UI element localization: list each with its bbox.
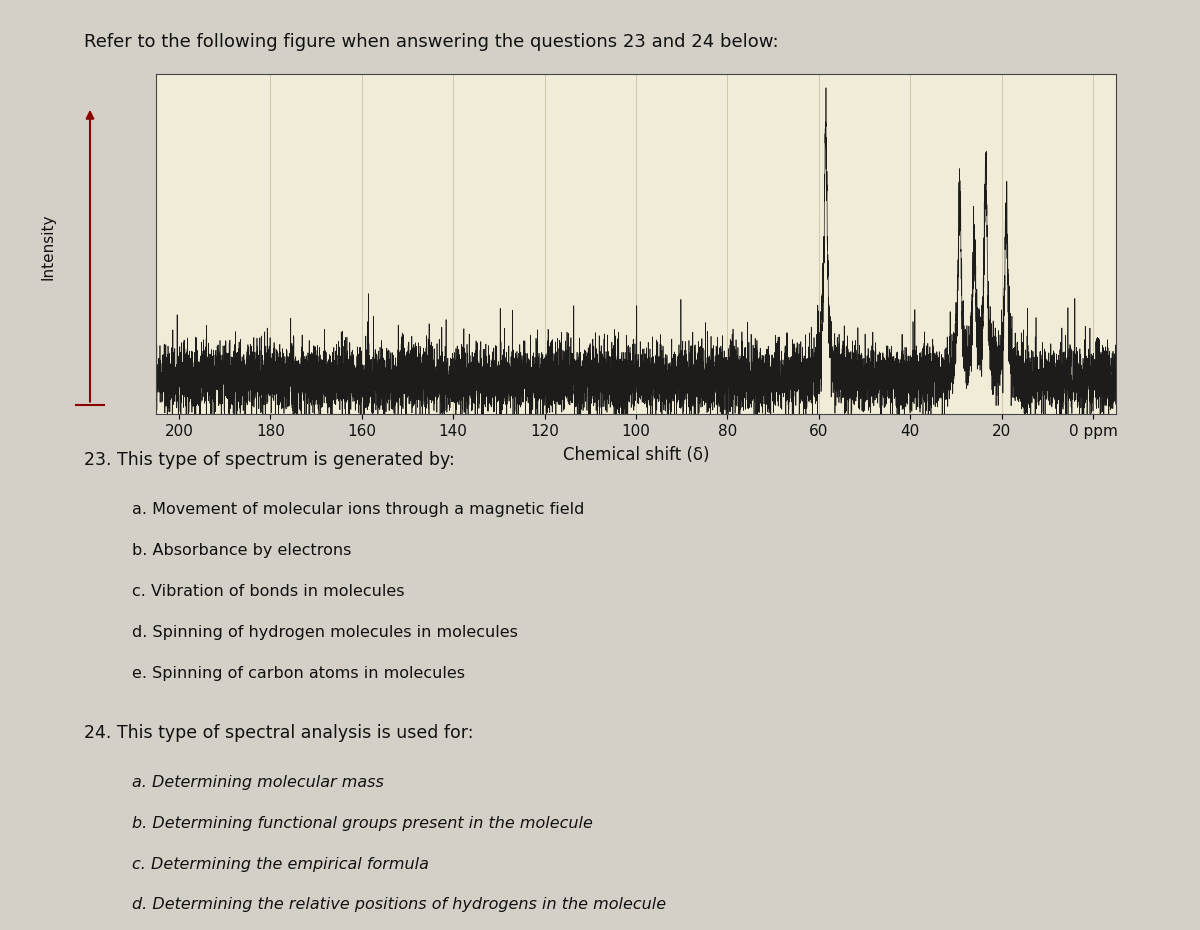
Text: e. Spinning of carbon atoms in molecules: e. Spinning of carbon atoms in molecules bbox=[132, 666, 466, 681]
Text: a. Determining molecular mass: a. Determining molecular mass bbox=[132, 775, 384, 790]
Text: a. Movement of molecular ions through a magnetic field: a. Movement of molecular ions through a … bbox=[132, 502, 584, 517]
Text: Intensity: Intensity bbox=[41, 213, 55, 280]
Text: Refer to the following figure when answering the questions 23 and 24 below:: Refer to the following figure when answe… bbox=[84, 33, 779, 50]
X-axis label: Chemical shift (δ): Chemical shift (δ) bbox=[563, 445, 709, 463]
Text: 24. This type of spectral analysis is used for:: 24. This type of spectral analysis is us… bbox=[84, 724, 474, 741]
Text: c. Determining the empirical formula: c. Determining the empirical formula bbox=[132, 857, 428, 871]
Text: d. Spinning of hydrogen molecules in molecules: d. Spinning of hydrogen molecules in mol… bbox=[132, 625, 518, 640]
Text: c. Vibration of bonds in molecules: c. Vibration of bonds in molecules bbox=[132, 584, 404, 599]
Text: d. Determining the relative positions of hydrogens in the molecule: d. Determining the relative positions of… bbox=[132, 897, 666, 912]
Text: b. Determining functional groups present in the molecule: b. Determining functional groups present… bbox=[132, 816, 593, 830]
Text: b. Absorbance by electrons: b. Absorbance by electrons bbox=[132, 543, 352, 558]
Text: 23. This type of spectrum is generated by:: 23. This type of spectrum is generated b… bbox=[84, 451, 455, 469]
